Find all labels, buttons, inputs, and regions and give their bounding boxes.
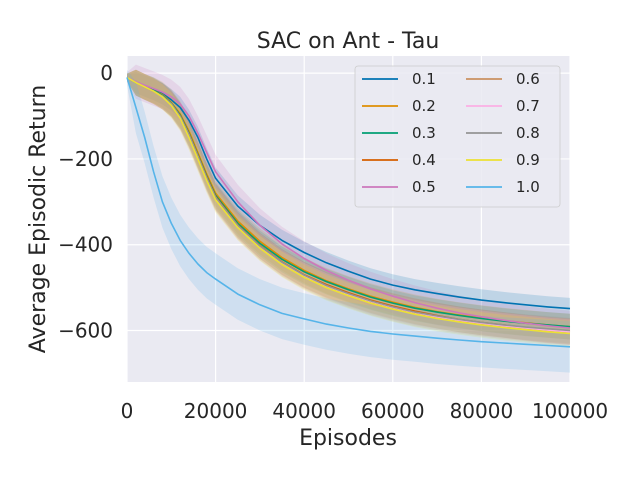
x-tick-label: 20000 (184, 399, 248, 423)
series-lines (126, 76, 571, 348)
legend-label: 1.0 (516, 178, 540, 196)
y-tick-label: −400 (58, 233, 113, 257)
x-axis-title: Episodes (299, 426, 397, 451)
x-tick-label: 40000 (272, 399, 336, 423)
legend-label: 0.2 (412, 97, 436, 115)
legend-label: 0.7 (516, 97, 540, 115)
y-tick-label: 0 (100, 61, 113, 85)
x-tick-labels: 0 20000 40000 60000 80000 100000 (121, 399, 609, 423)
legend: 0.1 0.2 0.3 0.4 0.5 0.6 0.7 0.8 0.9 1.0 (354, 65, 561, 208)
legend-box (354, 65, 561, 208)
legend-label: 0.3 (412, 124, 436, 142)
series-line-0.9 (126, 76, 571, 335)
legend-label: 0.1 (412, 70, 436, 88)
legend-label: 0.6 (516, 70, 540, 88)
x-tick-label: 80000 (450, 399, 514, 423)
legend-label: 0.4 (412, 151, 436, 169)
band-1.0 (127, 69, 570, 373)
series-line-1.0 (126, 77, 571, 348)
x-tick-label: 0 (121, 399, 134, 423)
legend-label: 0.8 (516, 124, 540, 142)
series-line-0.5 (126, 76, 571, 329)
legend-label: 0.5 (412, 178, 436, 196)
y-tick-label: −200 (58, 147, 113, 171)
chart-title: SAC on Ant - Tau (257, 29, 440, 54)
y-tick-label: −600 (58, 319, 113, 343)
x-tick-label: 60000 (361, 399, 425, 423)
y-tick-labels: 0 −200 −400 −600 (58, 61, 113, 342)
legend-label: 0.9 (516, 151, 540, 169)
x-tick-label: 100000 (532, 399, 608, 423)
series-line-0.1 (126, 76, 571, 310)
y-axis-title: Average Episodic Return (26, 85, 51, 353)
